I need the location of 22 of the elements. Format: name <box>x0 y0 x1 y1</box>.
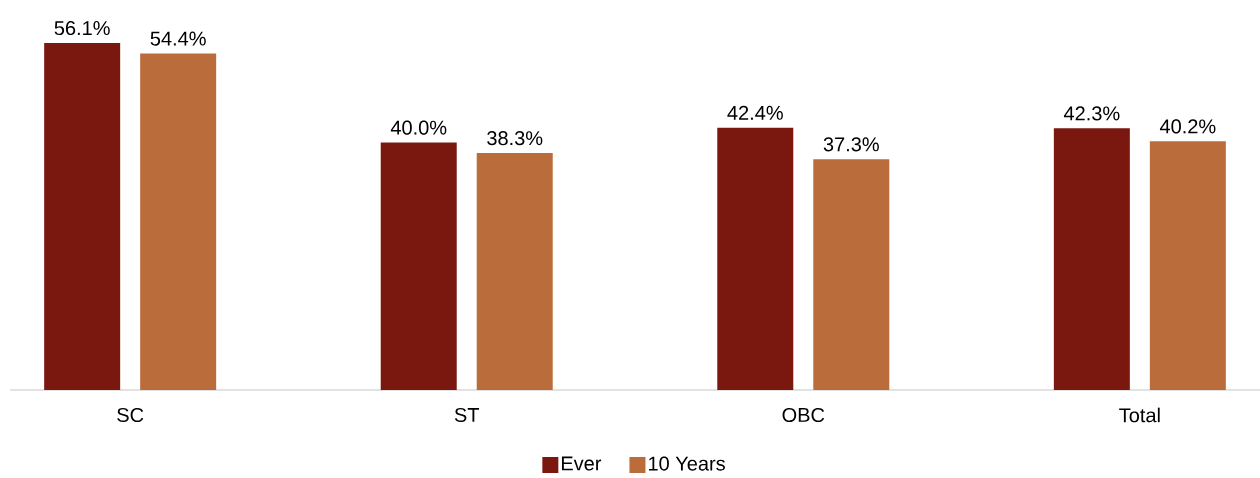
bar <box>1149 141 1226 390</box>
data-label: 40.2% <box>1159 119 1216 134</box>
x-tick-label: Total <box>1119 407 1160 423</box>
bar <box>476 153 553 390</box>
legend-label: Ever <box>561 456 602 471</box>
bar <box>44 43 121 390</box>
data-label: 56.1% <box>54 20 110 36</box>
x-tick-label: OBC <box>782 407 825 423</box>
data-label: 42.3% <box>1063 106 1120 121</box>
bar <box>1053 128 1130 390</box>
data-label: 40.0% <box>390 120 447 135</box>
bar <box>140 53 217 390</box>
data-label: 42.4% <box>727 105 783 120</box>
x-tick-label: ST <box>454 407 480 423</box>
bar <box>717 127 794 390</box>
data-label: 37.3% <box>823 137 879 152</box>
bar <box>380 142 457 390</box>
bar <box>813 159 890 390</box>
legend-label: 10 Years <box>648 456 725 471</box>
x-tick-label: SC <box>117 407 144 423</box>
data-label: 38.3% <box>487 131 543 146</box>
data-label: 54.4% <box>150 31 206 46</box>
